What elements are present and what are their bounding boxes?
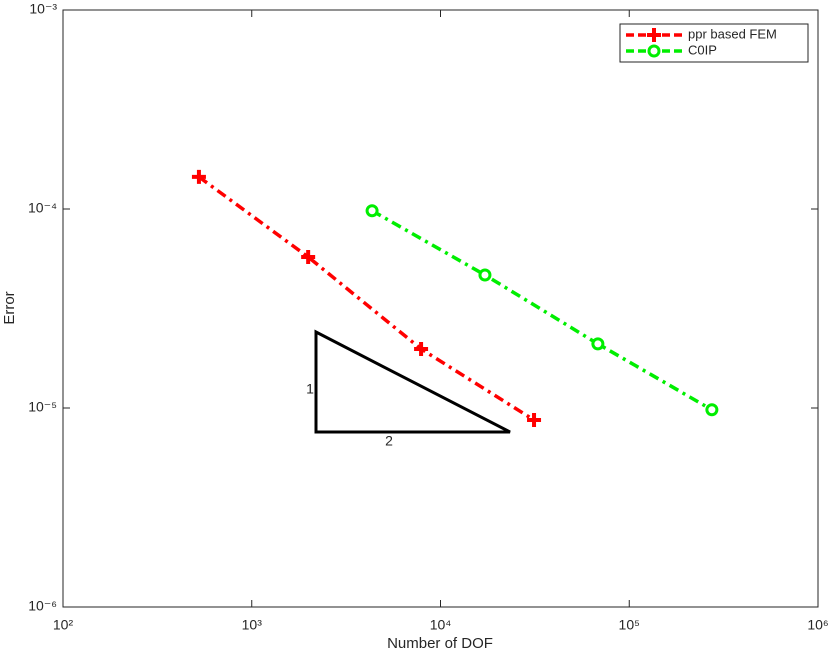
data-point [705,403,719,417]
slope-triangle [314,329,511,434]
x-tick-label: 10⁶ [807,617,828,633]
data-point [301,249,316,264]
x-tick-label: 10⁴ [430,617,452,633]
legend-label: ppr based FEM [688,26,777,41]
data-point [527,413,542,428]
axes-box [62,9,819,608]
slope-label: 1 [306,381,314,397]
y-tick-label: 10⁻⁴ [28,200,57,216]
y-axis-label: Error [1,291,18,324]
data-point [365,204,379,218]
data-point [478,268,492,282]
series-line [197,175,535,422]
x-tick-label: 10³ [242,617,263,633]
y-tick-label: 10⁻⁵ [28,399,57,415]
x-tick-label: 10⁵ [619,617,640,633]
legend-marker [647,44,661,58]
data-point [191,169,206,184]
x-axis-label: Number of DOF [387,635,493,652]
legend-marker [647,28,661,42]
series-line [371,209,713,412]
data-point [414,341,429,356]
slope-label: 2 [385,433,393,449]
legend-label: C0IP [688,42,717,57]
x-tick-label: 10² [53,617,74,633]
y-tick-label: 10⁻³ [29,1,57,17]
y-tick-label: 10⁻⁶ [28,598,57,614]
plot-area [63,10,818,607]
data-point [591,337,605,351]
